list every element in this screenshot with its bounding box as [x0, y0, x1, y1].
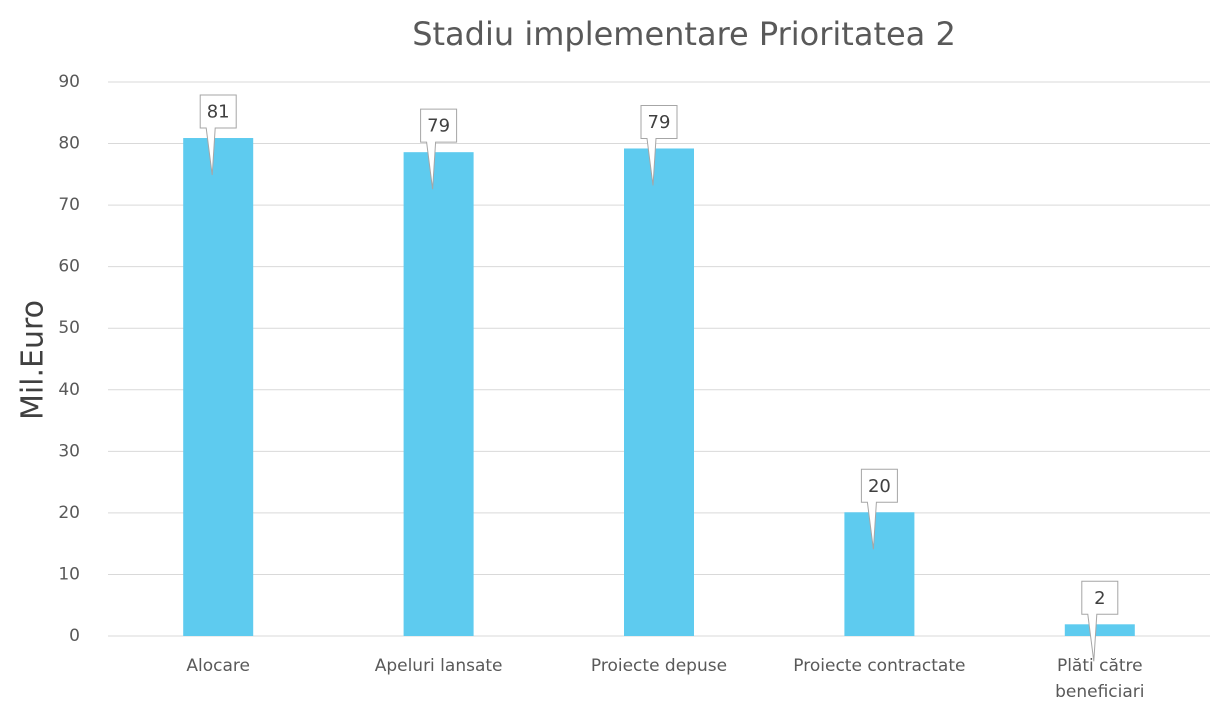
callout [420, 108, 458, 190]
bar [624, 148, 694, 637]
y-tick-label: 50 [58, 318, 80, 338]
y-axis-label: Mil.Euro [16, 300, 51, 420]
data-label: 20 [868, 476, 891, 497]
x-tick-label: Alocare [186, 656, 250, 676]
x-tick-label: Proiecte depuse [591, 656, 727, 676]
y-tick-label: 60 [58, 257, 80, 277]
y-tick-label: 70 [58, 195, 80, 215]
bar [183, 138, 254, 636]
y-tick-label: 40 [58, 380, 80, 400]
callout [640, 104, 678, 186]
x-tick-label: Plăti către beneficiari [1055, 656, 1144, 702]
y-tick-label: 30 [58, 441, 80, 461]
callout [860, 468, 898, 550]
chart-title: Stadiu implementare Prioritatea 2 [412, 15, 956, 53]
x-tick-label: Proiecte contractate [793, 656, 965, 676]
bar [844, 512, 915, 636]
y-tick-label: 10 [58, 564, 80, 584]
callout [199, 94, 237, 176]
callout [1081, 580, 1119, 662]
data-label: 2 [1094, 588, 1105, 609]
y-tick-label: 0 [69, 626, 80, 646]
y-tick-label: 90 [58, 72, 80, 92]
y-tick-label: 20 [58, 503, 80, 523]
bar [1064, 624, 1135, 636]
bar [403, 152, 474, 636]
data-label: 81 [207, 102, 230, 123]
data-label: 79 [427, 116, 450, 137]
data-label: 79 [648, 112, 671, 133]
y-tick-label: 80 [58, 134, 80, 154]
x-tick-label: Apeluri lansate [375, 656, 503, 676]
